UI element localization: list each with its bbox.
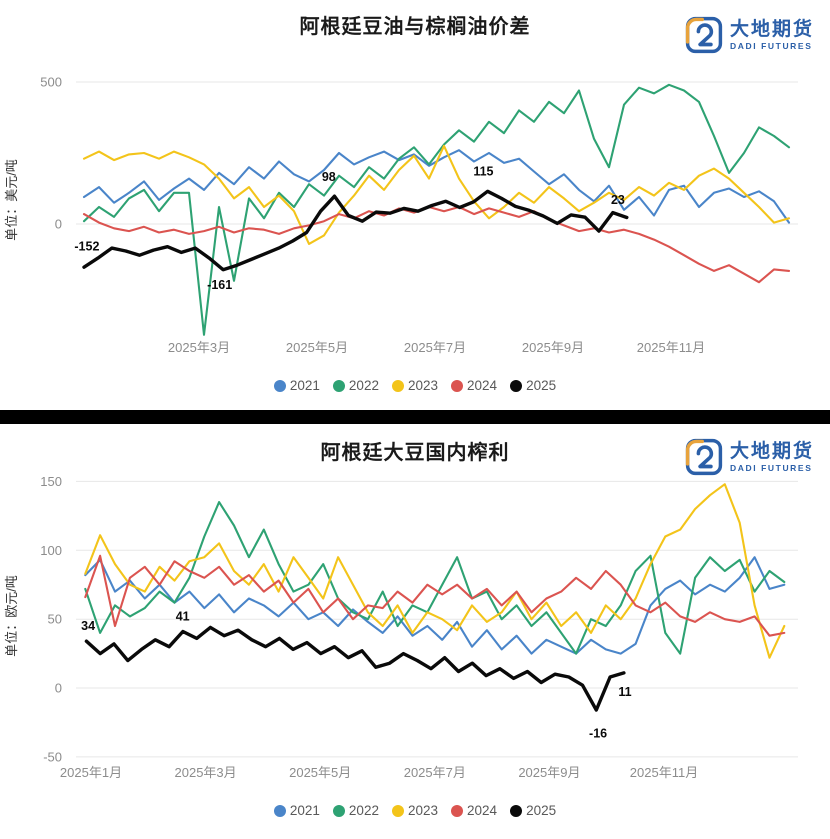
legend-item-2022: 2022 <box>332 803 379 818</box>
price-spread-plot: 500 0 2025年3月 2025年5月 2025年7月 2025年9月 2025年11月… <box>4 75 798 355</box>
legend-item-2025: 2025 <box>510 378 556 393</box>
x-tick-label: 2025年11月 <box>630 765 698 780</box>
series-line-2022 <box>82 83 791 336</box>
chart-title-crush-margin: 阿根廷大豆国内榨利 <box>320 442 510 464</box>
dadi-futures-logo: 大地期货 DADI FUTURES <box>685 438 814 476</box>
y-tick-label: -50 <box>43 749 62 764</box>
dadi-futures-logo: 大地期货 DADI FUTURES <box>685 16 814 54</box>
series-line-2023 <box>84 483 786 659</box>
annotation--161: -161 <box>207 278 232 292</box>
legend-dot-2021 <box>273 804 286 817</box>
series-line-2021 <box>84 556 786 655</box>
series-line-2024 <box>82 205 791 284</box>
legend-label-2024: 2024 <box>467 803 498 818</box>
y-tick-label: 100 <box>40 543 62 558</box>
price-spread-chart-section: 阿根廷豆油与棕榈油价差 大地期货 DADI FUTURES 500 0 2025年3… <box>0 0 830 410</box>
legend-dot-2025 <box>510 379 523 392</box>
x-tick-label: 2025年3月 <box>175 765 237 780</box>
legend-label-2025: 2025 <box>526 803 557 818</box>
legend-label-2023: 2023 <box>407 378 439 393</box>
legend-label-2023: 2023 <box>407 803 439 818</box>
y-axis-unit-label: 单位：美元/吨 <box>4 159 19 241</box>
logo-name-en: DADI FUTURES <box>729 40 813 51</box>
legend-dot-2021 <box>273 379 286 392</box>
dadi-futures-logo-text: 大地期货 DADI FUTURES <box>730 20 814 51</box>
series-line-2022 <box>84 501 786 655</box>
legend-dot-2024 <box>451 804 464 817</box>
series-line-2024 <box>84 554 786 637</box>
x-tick-label: 2025年1月 <box>60 765 122 780</box>
price-spread-legend: 2021 2022 2023 2024 2025 <box>0 378 830 393</box>
legend-dot-2023 <box>391 804 404 817</box>
x-tick-label: 2025年11月 <box>637 340 705 355</box>
annotation-34: 34 <box>81 619 95 633</box>
x-tick-label: 2025年3月 <box>168 340 230 355</box>
annotation-23: 23 <box>611 193 625 207</box>
series-line-2025 <box>84 625 626 712</box>
annotation-98: 98 <box>322 170 336 184</box>
legend-item-2021: 2021 <box>273 803 320 818</box>
x-tick-label: 2025年9月 <box>522 340 584 355</box>
y-tick-label: 0 <box>55 217 62 232</box>
section-divider-bar <box>0 410 830 424</box>
x-tick-label: 2025年5月 <box>286 340 348 355</box>
annotation--16: -16 <box>589 726 607 740</box>
legend-item-2023: 2023 <box>391 378 439 393</box>
crush-margin-chart-section: 阿根廷大豆国内榨利 大地期货 DADI FUTURES 150 100 50 0 -50… <box>0 424 830 839</box>
x-tick-label: 2025年7月 <box>404 340 466 355</box>
logo-name-en: DADI FUTURES <box>729 462 813 473</box>
y-axis-unit-label: 单位：欧元/吨 <box>4 575 19 657</box>
legend-item-2024: 2024 <box>451 803 497 818</box>
x-tick-label: 2025年7月 <box>404 765 466 780</box>
legend-item-2024: 2024 <box>451 378 497 393</box>
y-tick-label: 500 <box>40 75 62 90</box>
y-tick-label: 50 <box>48 612 62 627</box>
logo-name-cn: 大地期货 <box>729 18 814 40</box>
logo-name-cn: 大地期货 <box>729 440 814 462</box>
dadi-futures-logo-text: 大地期货 DADI FUTURES <box>730 442 814 473</box>
x-tick-label: 2025年9月 <box>518 765 580 780</box>
legend-dot-2022 <box>332 804 345 817</box>
x-tick-label: 2025年5月 <box>289 765 351 780</box>
legend-item-2025: 2025 <box>510 803 556 818</box>
legend-label-2024: 2024 <box>467 378 498 393</box>
legend-dot-2023 <box>391 379 404 392</box>
legend-label-2021: 2021 <box>289 378 320 393</box>
y-tick-label: 150 <box>40 474 62 489</box>
dadi-futures-logo-icon <box>685 438 723 476</box>
legend-dot-2022 <box>332 379 345 392</box>
legend-dot-2024 <box>451 379 464 392</box>
chart-title-price-spread: 阿根廷豆油与棕榈油价差 <box>299 16 531 38</box>
legend-label-2025: 2025 <box>526 378 557 393</box>
legend-item-2023: 2023 <box>391 803 439 818</box>
legend-dot-2025 <box>510 804 523 817</box>
annotation-11: 11 <box>618 685 631 699</box>
legend-label-2021: 2021 <box>289 803 320 818</box>
series-line-2025 <box>82 189 629 272</box>
annotation-115: 115 <box>473 165 493 179</box>
legend-item-2021: 2021 <box>273 378 320 393</box>
y-tick-label: 0 <box>55 681 62 696</box>
legend-label-2022: 2022 <box>348 378 379 393</box>
legend-item-2022: 2022 <box>332 378 379 393</box>
crush-margin-legend: 2021 2022 2023 2024 2025 <box>0 803 830 818</box>
legend-label-2022: 2022 <box>348 803 379 818</box>
dadi-futures-logo-icon <box>685 16 723 54</box>
annotation-41: 41 <box>176 609 190 623</box>
series-line-2023 <box>82 144 791 245</box>
annotation--152: -152 <box>74 240 99 254</box>
